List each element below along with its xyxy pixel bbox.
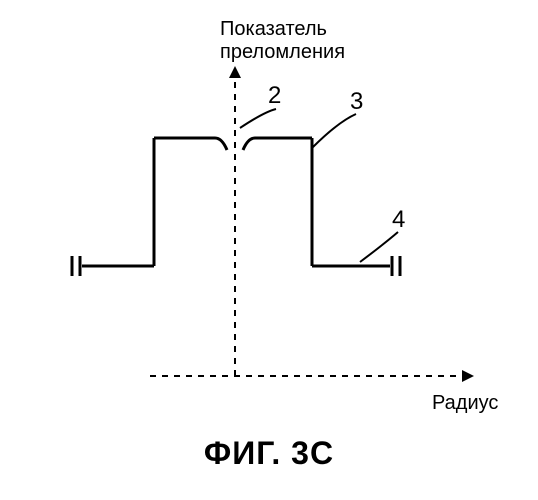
figure-caption: ФИГ. 3С — [0, 435, 538, 472]
leader-2 — [240, 109, 276, 128]
figure-3c: { "axes": { "y_label_line1": "Показатель… — [0, 0, 538, 500]
x-axis-label: Радиус — [432, 392, 498, 415]
callout-label-3: 3 — [350, 88, 363, 116]
y-axis-label-line1: Показатель — [220, 18, 327, 40]
y-axis-label: Показатель преломления — [220, 18, 345, 64]
callout-label-2: 2 — [268, 82, 281, 110]
diagram-svg — [0, 0, 538, 500]
leader-3 — [312, 114, 356, 148]
callout-label-4: 4 — [392, 206, 405, 234]
leaders — [240, 109, 398, 262]
y-axis-label-line2: преломления — [220, 41, 345, 63]
